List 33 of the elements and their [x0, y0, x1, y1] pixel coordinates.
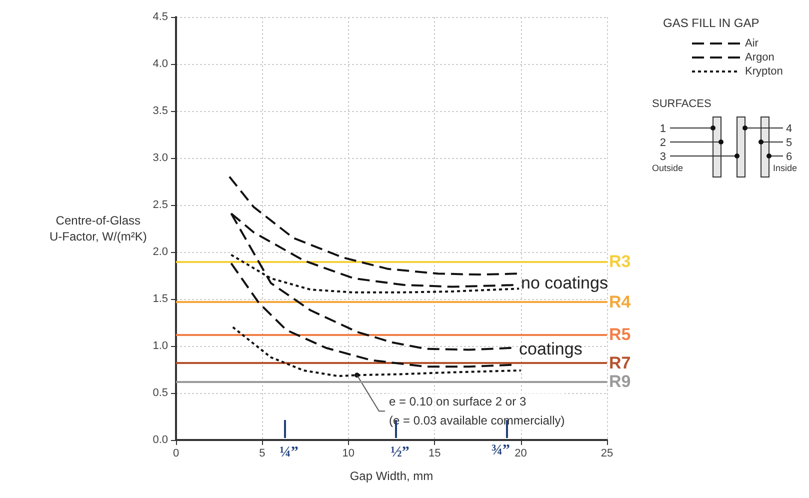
- text: ½”: [390, 444, 410, 460]
- legend-title: GAS FILL IN GAP: [663, 16, 760, 30]
- x-tick-label: 20: [514, 448, 527, 460]
- ref-line-label: R7: [609, 353, 631, 372]
- legend-label: Air: [745, 38, 759, 50]
- y-tick-label: 2.5: [152, 199, 168, 211]
- annotation: no coatings: [521, 274, 608, 292]
- text: ¼”: [280, 444, 298, 460]
- text: ¾”: [491, 442, 510, 458]
- annotation: coatings: [519, 340, 582, 358]
- y-tick-label: 2.0: [152, 246, 168, 258]
- ref-line-label: R3: [609, 252, 631, 271]
- ref-line-label: R4: [609, 292, 632, 312]
- y-tick-label: 0.0: [152, 434, 168, 446]
- x-tick-label: 25: [600, 448, 614, 460]
- y-tick-label: 3.0: [152, 152, 168, 164]
- x-tick-label: 0: [172, 448, 180, 460]
- x-tick-label: 10: [342, 448, 355, 460]
- y-tick-label: 4.5: [152, 11, 168, 23]
- x-tick-label: 5: [259, 448, 266, 460]
- x-tick-label: 15: [428, 448, 441, 460]
- y-tick-label: 3.5: [152, 105, 168, 117]
- legend-label: Argon: [745, 52, 774, 64]
- y-axis-title: Centre-of-Glass U-Factor, W/(m²K): [49, 214, 147, 244]
- x-axis-title: Gap Width, mm: [350, 469, 434, 483]
- y-tick-label: 1.5: [152, 293, 168, 305]
- legend-label: Krypton: [745, 66, 783, 78]
- ref-line-label: R9: [609, 372, 631, 392]
- line-series: [230, 262, 514, 368]
- y-tick-label: 0.5: [152, 387, 168, 399]
- y-tick-label: 4.0: [152, 58, 168, 70]
- y-tick-label: 1.0: [152, 340, 168, 352]
- ref-line-label: R5: [609, 325, 631, 344]
